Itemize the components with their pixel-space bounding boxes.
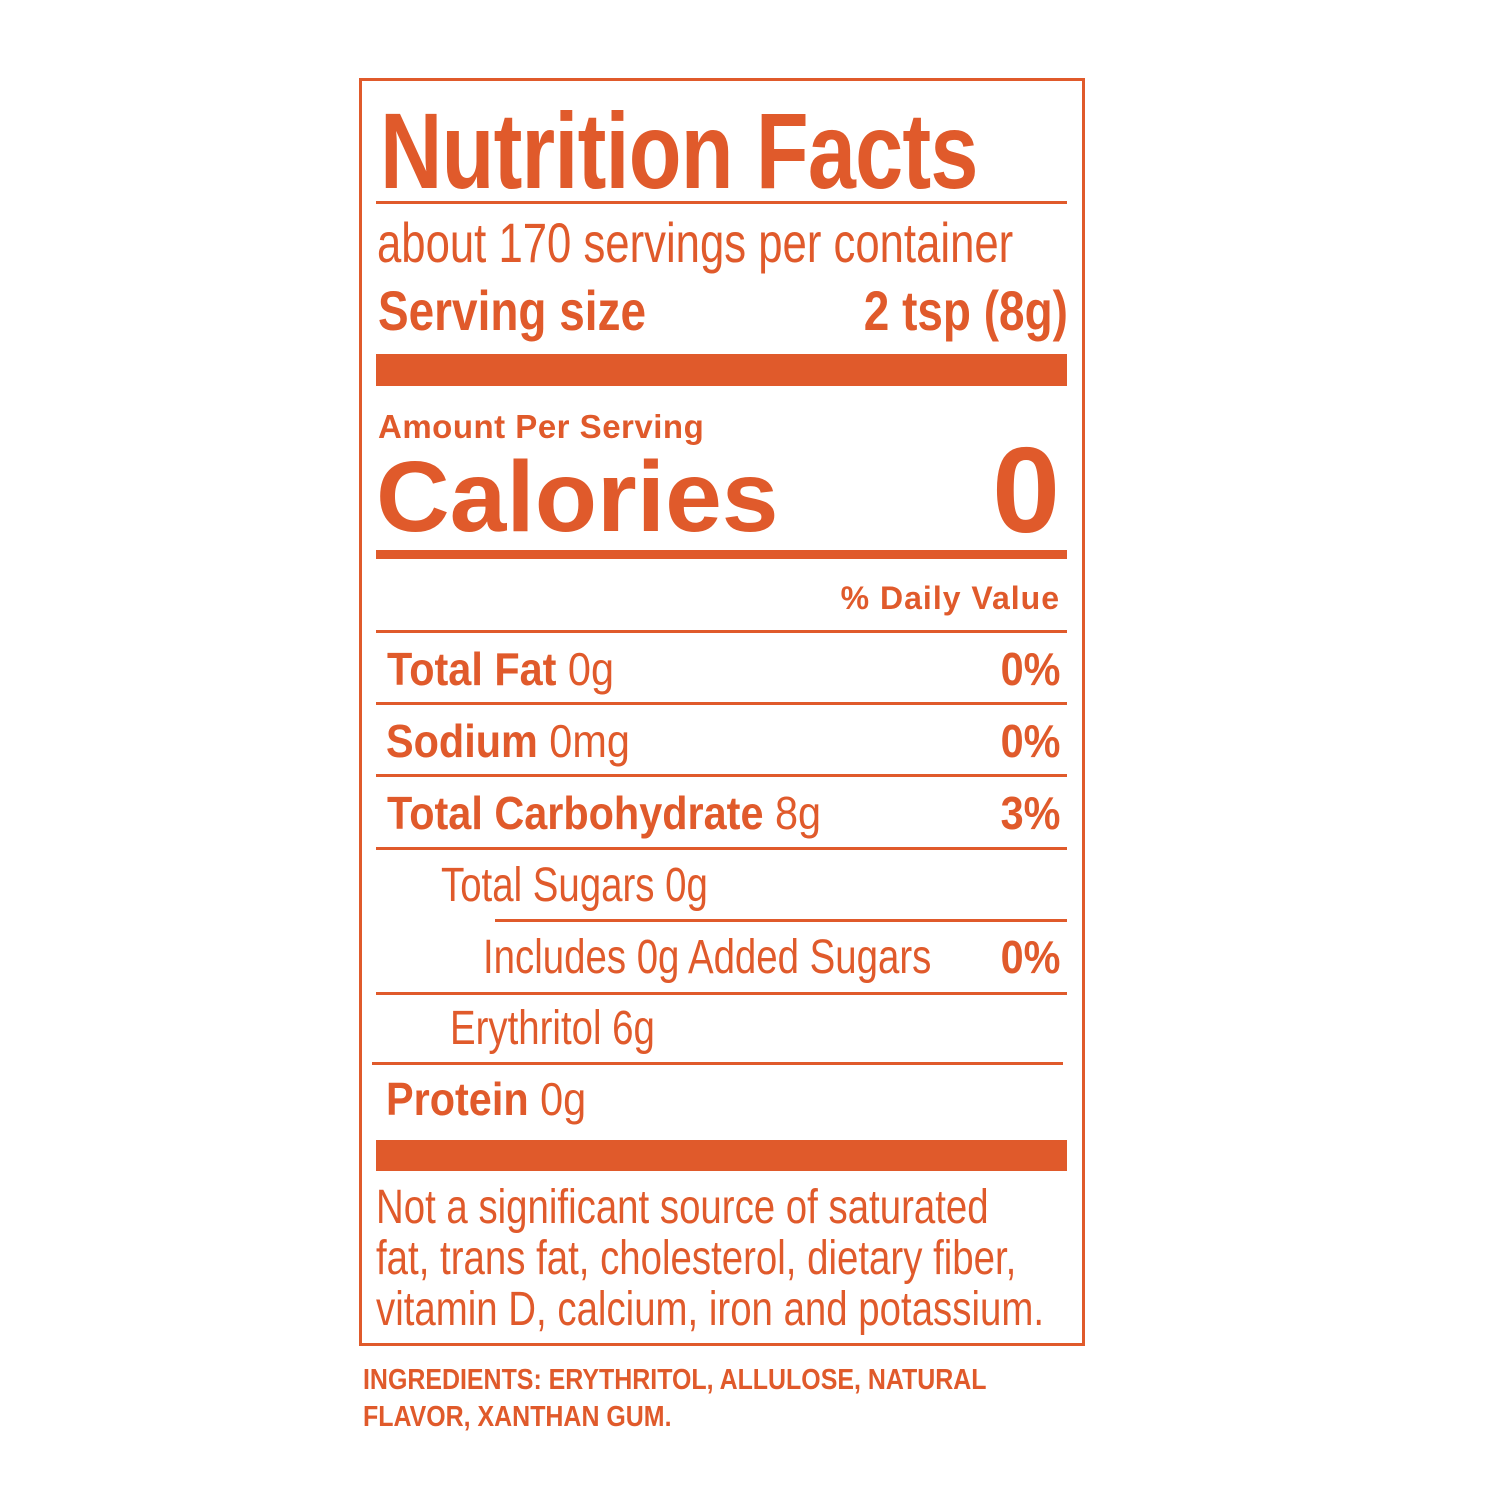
dv-added-sugars: 0%: [1000, 931, 1060, 983]
calories-value: 0: [992, 422, 1060, 558]
divider: [376, 992, 1067, 995]
divider: [376, 847, 1067, 850]
thick-divider: [376, 1140, 1067, 1171]
medium-divider: [376, 550, 1067, 559]
daily-value-header: % Daily Value: [840, 580, 1060, 616]
ingredients-line: INGREDIENTS: ERYTHRITOL, ALLULOSE, NATUR…: [363, 1364, 987, 1396]
ingredients-line: FLAVOR, XANTHAN GUM.: [363, 1401, 672, 1433]
nutrient-row-total-sugars: Total Sugars 0g: [441, 859, 708, 912]
nutrient-row-total-fat: Total Fat 0g: [387, 643, 614, 695]
nutrient-row-sodium: Sodium 0mg: [386, 715, 630, 767]
amount-per-serving: Amount Per Serving: [378, 408, 705, 445]
thick-divider: [376, 354, 1067, 386]
divider: [376, 702, 1067, 705]
dv-total-carbohydrate: 3%: [1000, 787, 1060, 839]
divider: [372, 1062, 1063, 1065]
serving-size-label: Serving size: [378, 279, 646, 342]
serving-size-value: 2 tsp (8g): [863, 279, 1068, 342]
nutrient-row-protein: Protein 0g: [386, 1073, 587, 1125]
footnote: Not a significant source of saturated fa…: [376, 1182, 1044, 1335]
calories-label: Calories: [376, 441, 779, 553]
divider: [495, 919, 1067, 922]
nutrient-row-added-sugars: Includes 0g Added Sugars: [483, 931, 932, 984]
nutrient-row-erythritol: Erythritol 6g: [450, 1002, 655, 1055]
ingredients: INGREDIENTS: ERYTHRITOL, ALLULOSE, NATUR…: [363, 1362, 987, 1436]
divider: [376, 201, 1067, 204]
divider: [376, 630, 1067, 633]
dv-sodium: 0%: [1000, 715, 1060, 767]
label-title: Nutrition Facts: [380, 90, 978, 211]
nutrient-row-total-carbohydrate: Total Carbohydrate 8g: [387, 787, 822, 839]
divider: [376, 774, 1067, 777]
footnote-line: Not a significant source of saturated: [376, 1181, 989, 1234]
footnote-line: fat, trans fat, cholesterol, dietary fib…: [376, 1232, 1017, 1285]
footnote-line: vitamin D, calcium, iron and potassium.: [376, 1283, 1044, 1336]
servings-per-container: about 170 servings per container: [377, 211, 1014, 274]
dv-total-fat: 0%: [1000, 643, 1060, 695]
nutrition-facts-panel: [359, 78, 1085, 1346]
